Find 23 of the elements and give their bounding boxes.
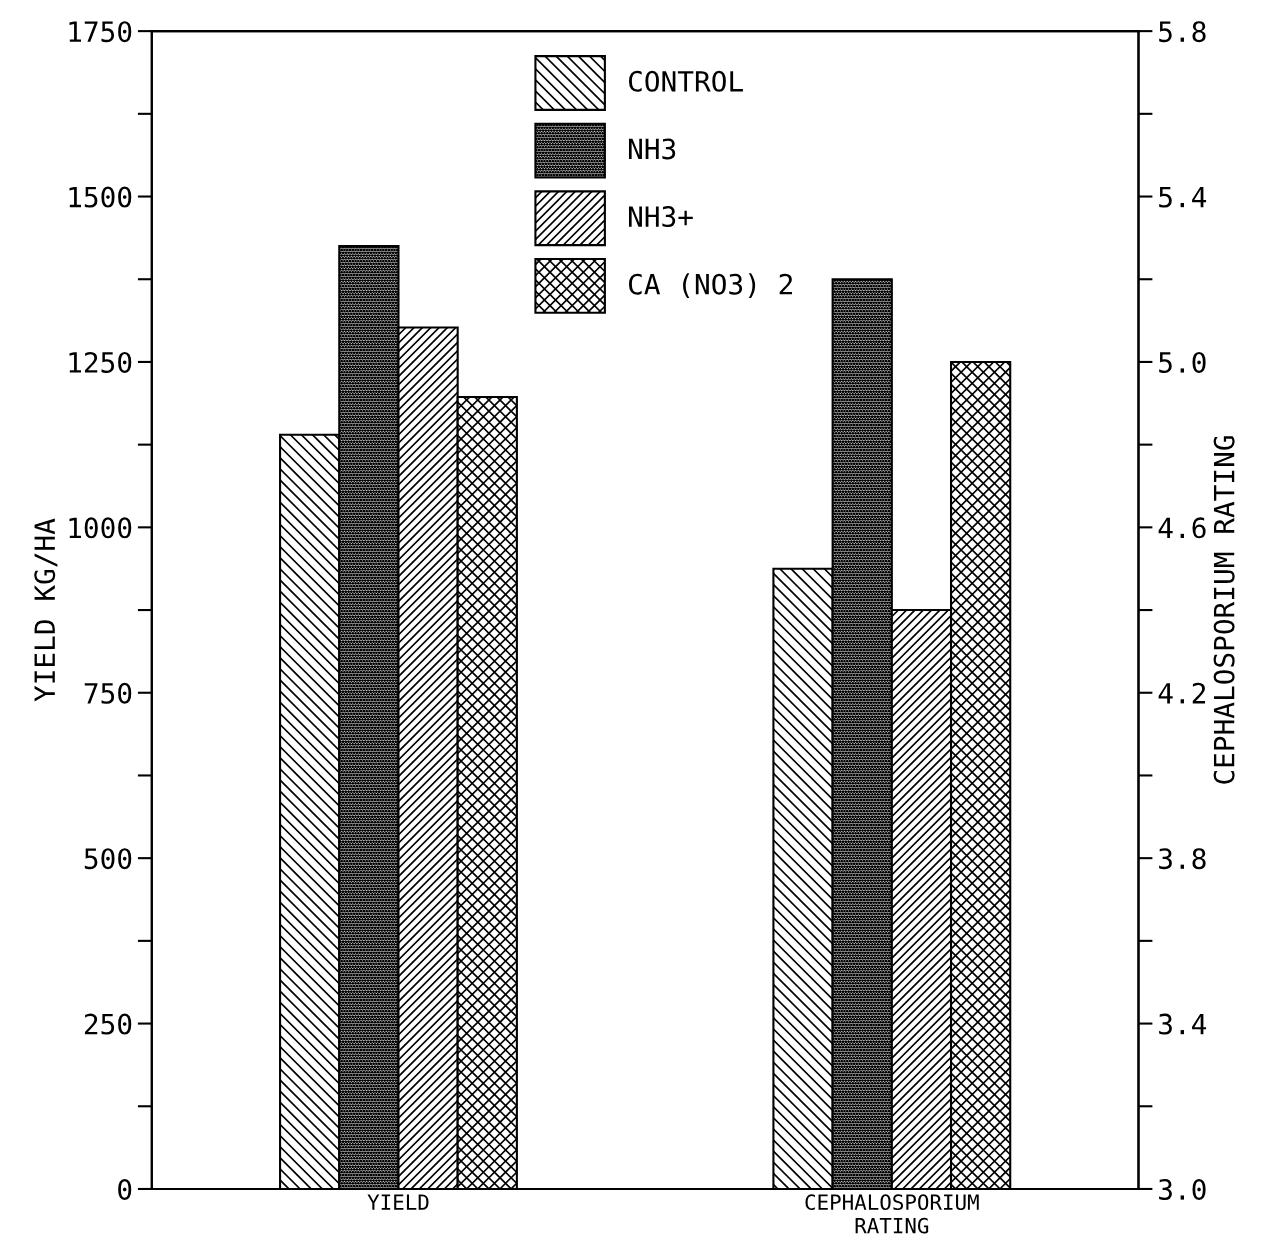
y-tick-label: 500 <box>84 848 132 870</box>
y2-tick-label: 5.4 <box>1159 186 1207 208</box>
y2-tick-label: 4.2 <box>1158 682 1206 704</box>
y2-axis-title: CEPHALOSPORIUM RATING <box>1213 436 1235 784</box>
y-tick-label: 1500 <box>69 186 132 208</box>
x-tick-label: YIELD <box>367 1194 429 1210</box>
y2-tick-label: 5.8 <box>1159 21 1206 43</box>
y2-tick-label: 3.4 <box>1159 1013 1207 1035</box>
legend-label: CA (NO3) 2 <box>628 273 792 298</box>
y-tick-label: 750 <box>84 682 132 704</box>
y-tick-label: 1250 <box>69 351 132 373</box>
legend-label: NH3 <box>628 138 676 160</box>
y2-tick-label: 3.0 <box>1159 1178 1206 1200</box>
legend-label: CONTROL <box>628 70 743 92</box>
legend-label: NH3+ <box>628 206 693 228</box>
y2-tick-label: 4.6 <box>1158 517 1206 539</box>
y-tick-label: 1750 <box>69 21 132 43</box>
y-tick-label: 250 <box>84 1013 132 1035</box>
y2-tick-label: 3.8 <box>1159 848 1206 870</box>
y-tick-label: 1000 <box>69 517 132 539</box>
y-axis-title: YIELD KG/HA <box>34 518 58 702</box>
y-tick-label: 0 <box>118 1178 132 1200</box>
y2-tick-label: 5.0 <box>1159 351 1206 373</box>
